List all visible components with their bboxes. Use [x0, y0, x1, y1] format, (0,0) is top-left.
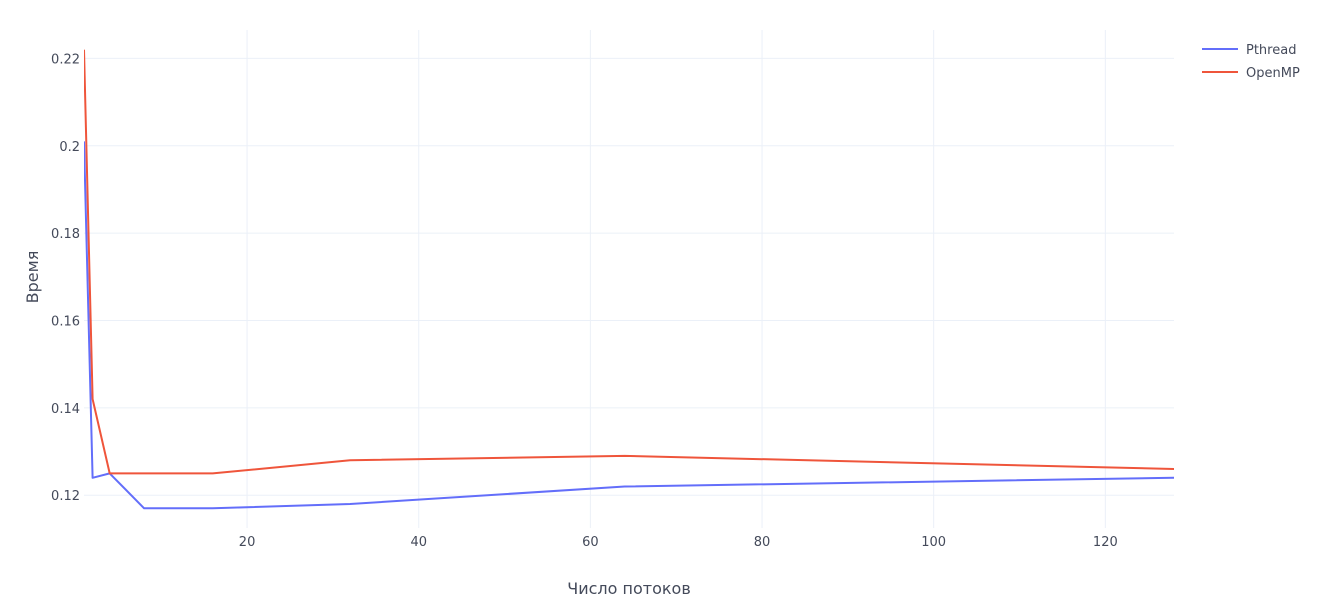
grid [84, 30, 1174, 528]
x-tick-label: 120 [1093, 535, 1118, 550]
y-axis-title: Время [23, 251, 42, 304]
x-tick-label: 80 [754, 535, 771, 550]
axis-ticks: 20 40 60 80 100 120 0.12 0.14 0.16 0.18 0.2 0.22 [51, 52, 1118, 550]
legend-label-openmp: OpenMP [1246, 66, 1300, 81]
y-tick-label: 0.14 [51, 402, 80, 417]
legend-label-pthread: Pthread [1246, 43, 1296, 58]
series-lines [84, 49, 1174, 510]
x-tick-label: 100 [921, 535, 946, 550]
legend-item-openmp[interactable]: OpenMP [1202, 66, 1300, 81]
series-line-pthread [84, 141, 1174, 510]
x-tick-label: 60 [582, 535, 599, 550]
x-axis-title: Число потоков [567, 579, 691, 598]
x-tick-label: 40 [410, 535, 427, 550]
y-tick-label: 0.12 [51, 489, 80, 504]
legend-item-pthread[interactable]: Pthread [1202, 43, 1296, 58]
y-tick-label: 0.2 [59, 140, 80, 155]
y-tick-label: 0.22 [51, 52, 80, 67]
legend[interactable]: Pthread OpenMP [1202, 43, 1300, 81]
y-tick-label: 0.16 [51, 315, 80, 330]
series-line-openmp [84, 49, 1174, 475]
y-tick-label: 0.18 [51, 227, 80, 242]
x-tick-label: 20 [239, 535, 256, 550]
